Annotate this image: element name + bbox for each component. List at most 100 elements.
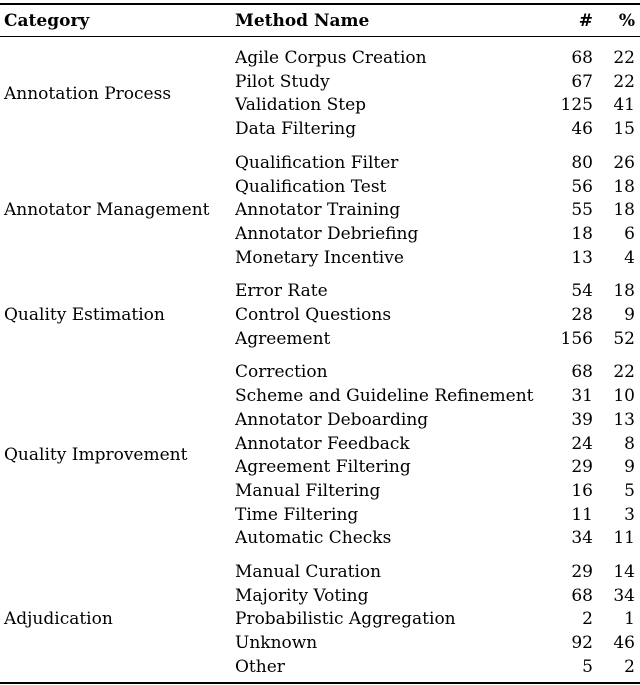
count-cell: 80 [571,152,593,173]
table-row: Unknown 92 46 [235,632,635,656]
count-cell: 68 [571,585,593,606]
count-cell: 24 [571,433,593,454]
percent-cell: 15 [613,119,635,140]
category-label: Annotation Process [4,83,172,104]
method-name-cell: Manual Curation [235,562,382,583]
group-rows: Manual Curation 29 14 Majority Voting 68… [235,561,635,680]
header-rule [0,36,640,37]
group-rows: Qualification Filter 80 26 Qualification… [235,152,635,271]
count-cell: 31 [571,386,593,407]
count-cell: 46 [571,119,593,140]
category-label: Adjudication [4,609,113,630]
category-label: Annotator Management [4,200,210,221]
percent-cell: 22 [613,71,635,92]
table-row: Monetary Incentive 13 4 [235,247,635,271]
table-row: Agile Corpus Creation 68 22 [235,47,635,71]
percent-cell: 9 [624,305,635,326]
table-row: Automatic Checks 34 11 [235,527,635,551]
method-name-cell: Time Filtering [235,504,359,525]
method-name-cell: Error Rate [235,281,328,302]
percent-cell: 2 [624,656,635,677]
count-cell: 68 [571,362,593,383]
count-cell: 68 [571,48,593,68]
count-cell: 16 [571,480,593,501]
percent-cell: 13 [613,409,635,430]
method-name-cell: Annotator Debriefing [235,223,419,244]
method-name-cell: Qualification Test [235,176,387,197]
percent-cell: 18 [613,281,635,302]
percent-cell: 46 [613,633,635,654]
count-cell: 55 [571,200,593,221]
percent-column-header: % [618,10,635,31]
count-cell: 29 [571,457,593,478]
method-name-column-header: Method Name [235,10,370,31]
method-name-cell: Qualification Filter [235,152,399,173]
table-row: Error Rate 54 18 [235,280,635,304]
method-name-cell: Monetary Incentive [235,247,404,268]
table-row: Data Filtering 46 15 [235,118,635,142]
percent-cell: 11 [613,528,635,549]
table-row: Majority Voting 68 34 [235,585,635,609]
table-row: Probabilistic Aggregation 2 1 [235,608,635,632]
percent-cell: 18 [613,176,635,197]
table-row: Pilot Study 67 22 [235,71,635,95]
table-row: Qualification Filter 80 26 [235,152,635,176]
table-row: Agreement Filtering 29 9 [235,456,635,480]
group-rows: Correction 68 22 Scheme and Guideline Re… [235,361,635,551]
top-rule [0,3,640,5]
table-row: Validation Step 125 41 [235,94,635,118]
count-cell: 56 [571,176,593,197]
percent-cell: 4 [624,247,635,268]
percent-cell: 1 [624,609,635,630]
method-name-cell: Agile Corpus Creation [235,48,427,68]
percent-cell: 5 [624,480,635,501]
count-cell: 34 [571,528,593,549]
method-name-cell: Annotator Feedback [235,433,410,454]
count-cell: 13 [571,247,593,268]
count-cell: 18 [571,223,593,244]
category-label: Quality Improvement [4,445,188,466]
category-group: Quality Improvement Correction 68 22 Sch… [0,351,640,551]
table-row: Manual Curation 29 14 [235,561,635,585]
percent-cell: 8 [624,433,635,454]
table-row: Annotator Deboarding 39 13 [235,409,635,433]
count-cell: 28 [571,305,593,326]
method-name-cell: Agreement [235,328,331,349]
method-name-cell: Validation Step [235,95,367,116]
count-cell: 92 [571,633,593,654]
percent-cell: 22 [613,362,635,383]
category-group: Adjudication Manual Curation 29 14 Major… [0,551,640,680]
table-row: Scheme and Guideline Refinement 31 10 [235,385,635,409]
table-body: Annotation Process Agile Corpus Creation… [0,37,640,680]
method-name-cell: Automatic Checks [235,528,392,549]
method-name-cell: Control Questions [235,305,392,326]
table-row: Annotator Training 55 18 [235,199,635,223]
percent-cell: 22 [613,48,635,68]
table-row: Agreement 156 52 [235,328,635,352]
percent-cell: 18 [613,200,635,221]
method-name-cell: Scheme and Guideline Refinement [235,386,534,407]
group-rows: Error Rate 54 18 Control Questions 28 9 … [235,280,635,351]
percent-cell: 41 [613,95,635,116]
method-name-cell: Correction [235,362,328,383]
percent-cell: 14 [613,562,635,583]
count-column-header: # [578,10,593,31]
percent-cell: 3 [624,504,635,525]
category-group: Quality Estimation Error Rate 54 18 Cont… [0,270,640,351]
table-row: Annotator Feedback 24 8 [235,433,635,457]
category-group: Annotation Process Agile Corpus Creation… [0,37,640,142]
method-name-cell: Pilot Study [235,71,330,92]
count-cell: 5 [582,656,593,677]
method-name-cell: Manual Filtering [235,480,381,501]
count-cell: 2 [582,609,593,630]
table-row: Manual Filtering 16 5 [235,480,635,504]
category-column-header: Category [4,10,90,31]
method-name-cell: Annotator Training [235,200,401,221]
category-group: Annotator Management Qualification Filte… [0,142,640,271]
category-label: Quality Estimation [4,305,165,326]
table-row: Correction 68 22 [235,361,635,385]
percent-cell: 10 [613,386,635,407]
method-name-cell: Majority Voting [235,585,369,606]
percent-cell: 6 [624,223,635,244]
percent-cell: 26 [613,152,635,173]
